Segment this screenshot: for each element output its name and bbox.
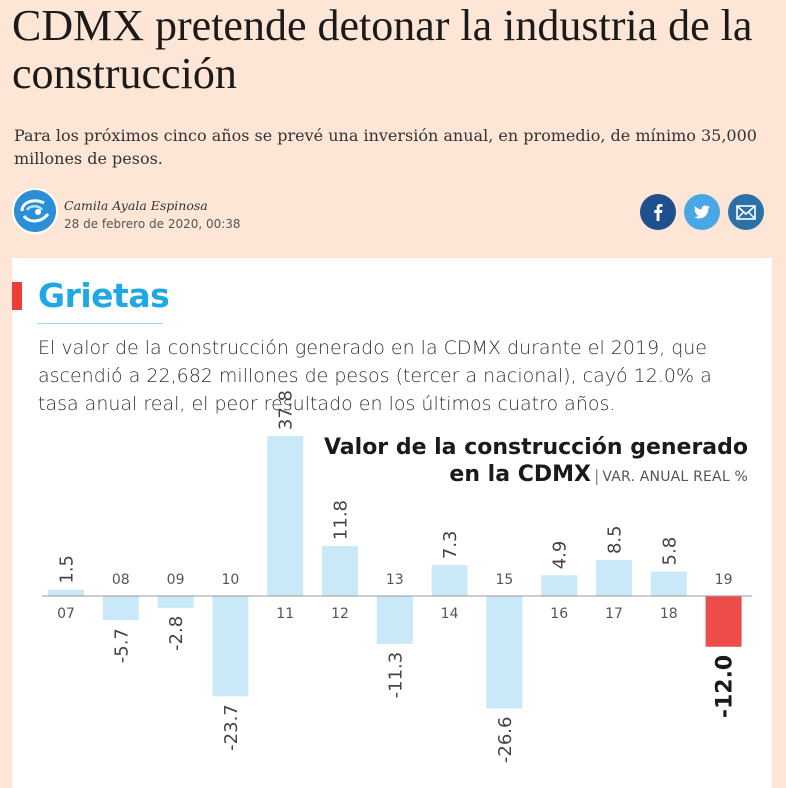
- category-label: 18: [660, 606, 678, 622]
- value-label: 5.8: [659, 537, 680, 566]
- value-label: 8.5: [604, 525, 625, 554]
- chart-title-line2: en la CDMX: [449, 462, 591, 487]
- chart-title: Valor de la construcción generado en la …: [324, 434, 748, 491]
- value-label: 7.3: [440, 530, 461, 559]
- value-label: -12.0: [713, 655, 738, 718]
- bar-11: [267, 436, 304, 596]
- value-label: 1.5: [56, 555, 77, 584]
- article-deck: Para los próximos cinco años se prevé un…: [14, 126, 757, 168]
- author-avatar[interactable]: [12, 188, 58, 234]
- value-label: -5.7: [111, 628, 132, 663]
- category-label: 15: [495, 572, 513, 588]
- bar-10: [212, 596, 249, 697]
- category-label: 07: [57, 606, 75, 622]
- category-label: 16: [550, 606, 568, 622]
- bar-chart: 07 1.5 08 -5.7 09 -2.8 10 -23.7 11 37.8 12 11.8 13 -1…: [42, 390, 752, 764]
- title-separator: |: [593, 466, 600, 485]
- bar-17: [596, 560, 632, 596]
- share-twitter-button[interactable]: [684, 194, 720, 230]
- chart-title-line1: Valor de la construcción generado: [323, 435, 748, 460]
- byline: Camila Ayala Espinosa 28 de febrero de 2…: [12, 188, 782, 238]
- value-label: 4.9: [550, 541, 571, 570]
- chart-subtitle: VAR. ANUAL REAL %: [602, 469, 748, 485]
- category-label: 10: [221, 572, 239, 588]
- value-label: 37.8: [276, 390, 297, 430]
- share-email-button[interactable]: [728, 194, 764, 230]
- bar-15: [486, 596, 523, 709]
- category-label: 19: [715, 572, 733, 588]
- author-name[interactable]: Camila Ayala Espinosa: [64, 198, 208, 213]
- bar-16: [541, 575, 578, 596]
- share-facebook-button[interactable]: [640, 194, 676, 230]
- bar-13: [376, 596, 413, 644]
- bar-19: [705, 596, 742, 647]
- value-label: -26.6: [495, 717, 516, 764]
- category-label: 12: [331, 606, 349, 622]
- headline: CDMX pretende detonar la industria de la…: [12, 1, 753, 98]
- infographic-intro: El valor de la construcción generado en …: [38, 337, 712, 415]
- bar-12: [322, 546, 358, 596]
- value-label: -2.8: [166, 616, 187, 651]
- category-label: 13: [386, 572, 404, 588]
- mail-icon: [736, 205, 756, 220]
- category-label: 09: [167, 572, 185, 588]
- value-label: 11.8: [330, 500, 351, 540]
- section-accent-bar: [12, 282, 22, 310]
- bar-09: [157, 596, 194, 608]
- category-label: 08: [112, 572, 130, 588]
- category-label: 17: [605, 606, 623, 622]
- section-title: Grietas: [38, 276, 170, 315]
- value-label: -23.7: [221, 704, 242, 751]
- section-divider: [38, 323, 162, 324]
- category-label: 14: [441, 606, 459, 622]
- bar-08: [102, 596, 139, 621]
- twitter-icon: [694, 205, 710, 219]
- bar-07: [48, 589, 84, 596]
- facebook-icon: [654, 204, 663, 221]
- value-label: -11.3: [385, 652, 406, 699]
- bar-18: [650, 571, 687, 596]
- category-label: 11: [276, 606, 294, 622]
- avatar-logo-icon: [14, 190, 56, 232]
- bar-14: [431, 565, 468, 596]
- publish-date: 28 de febrero de 2020, 00:38: [64, 217, 241, 231]
- infographic-card: Grietas El valor de la construcción gene…: [12, 258, 772, 788]
